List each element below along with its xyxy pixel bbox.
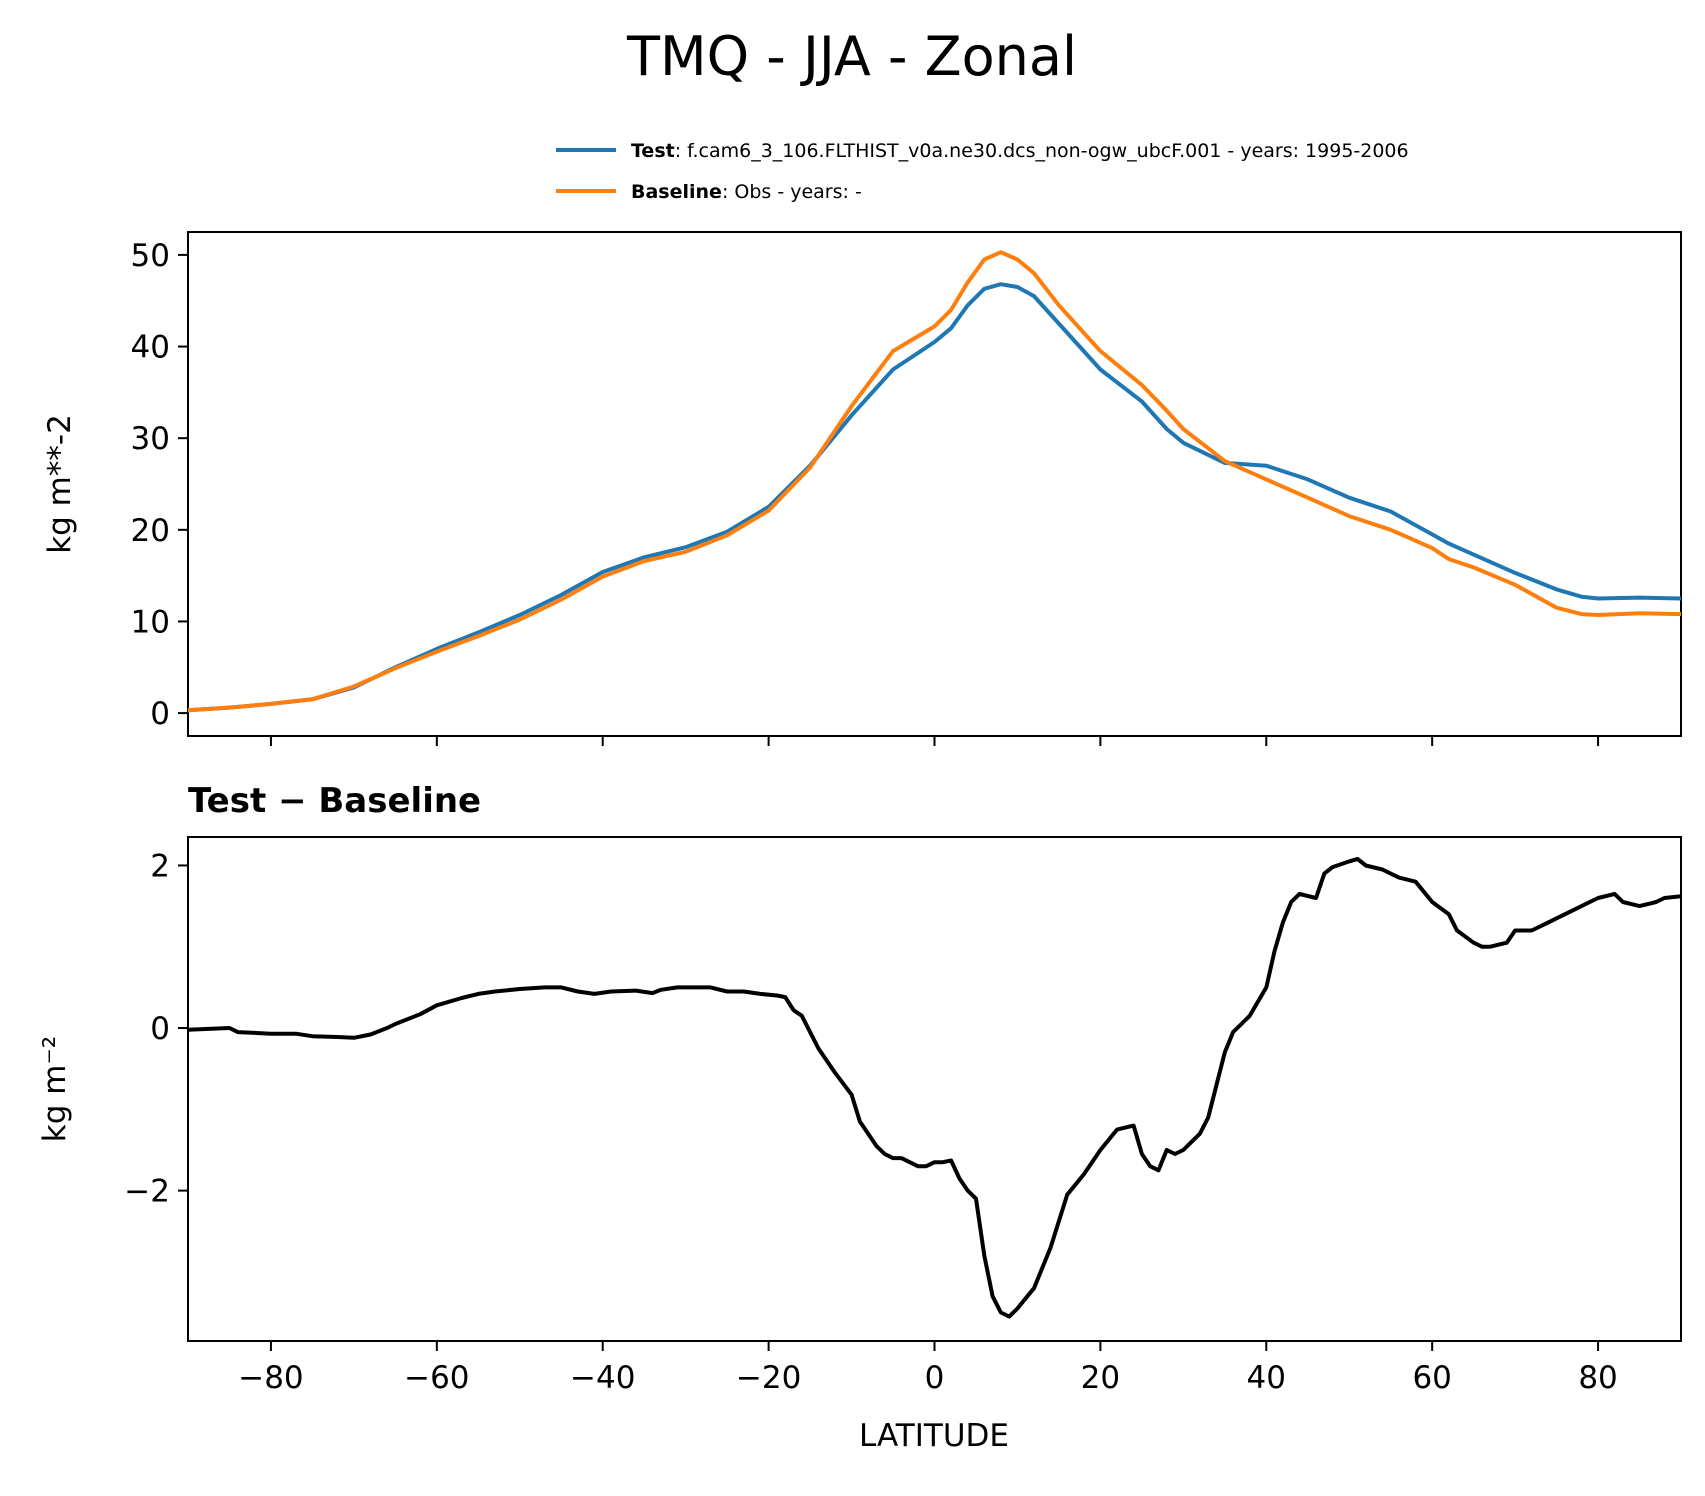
x-tick-label: 40	[1247, 1360, 1286, 1396]
top-x-ticks	[269, 736, 1600, 746]
top-y-tick-label: 10	[131, 604, 170, 640]
bottom-panel: Test − Baseline 20−2 −80 −60 −40 −20 0 20 40 60…	[37, 781, 1682, 1454]
series-line-test	[187, 282, 1682, 713]
x-tick-label: 0	[925, 1360, 945, 1396]
top-y-ticks: 0 10 20 30 40 50	[131, 238, 188, 732]
top-y-tick-label: 50	[131, 238, 170, 274]
x-tick-label: 60	[1412, 1360, 1451, 1396]
top-y-tick-label: 20	[131, 513, 170, 549]
legend-baseline-desc: : Obs - years: -	[722, 181, 862, 203]
bottom-y-axis-label: kg m⁻²	[37, 1036, 73, 1142]
bottom-plot-frame	[187, 836, 1682, 1342]
x-axis-label: LATITUDE	[859, 1418, 1009, 1454]
legend-baseline-name: Baseline	[631, 181, 722, 203]
x-tick-label: −60	[404, 1360, 469, 1396]
chart-title: TMQ - JJA - Zonal	[626, 25, 1077, 88]
bottom-x-ticks: −80 −60 −40 −20 0 20 40 60 80	[238, 1341, 1618, 1396]
x-tick-label: −20	[736, 1360, 801, 1396]
top-y-tick-label: 40	[131, 330, 170, 366]
bottom-y-ticks: 2 0 −2	[124, 848, 188, 1210]
top-series-lines	[187, 250, 1682, 713]
series-line-baseline	[187, 250, 1682, 713]
legend: Test: f.cam6_3_106.FLTHIST_v0a.ne30.dcs_…	[556, 140, 1409, 203]
legend-baseline-label: Baseline: Obs - years: -	[631, 181, 862, 203]
bottom-series-lines	[187, 856, 1682, 1319]
x-tick-label: 80	[1578, 1360, 1617, 1396]
legend-test-desc: : f.cam6_3_106.FLTHIST_v0a.ne30.dcs_non-…	[675, 140, 1409, 162]
x-tick-label: 20	[1081, 1360, 1120, 1396]
bottom-y-tick-label: 0	[150, 1011, 170, 1047]
bottom-y-tick-label: 2	[150, 848, 170, 884]
legend-test-label: Test: f.cam6_3_106.FLTHIST_v0a.ne30.dcs_…	[631, 140, 1409, 162]
bottom-panel-title: Test − Baseline	[188, 781, 481, 821]
top-y-tick-label: 0	[150, 696, 170, 732]
legend-test-name: Test	[631, 140, 675, 162]
top-y-axis-label: kg m**-2	[42, 414, 78, 554]
top-panel: 0 10 20 30 40 50 kg m**-2	[42, 231, 1682, 746]
bottom-y-tick-label: −2	[124, 1174, 170, 1210]
x-tick-label: −40	[570, 1360, 635, 1396]
x-tick-label: −80	[238, 1360, 303, 1396]
top-y-tick-label: 30	[131, 421, 170, 457]
series-line-difference	[187, 856, 1682, 1319]
